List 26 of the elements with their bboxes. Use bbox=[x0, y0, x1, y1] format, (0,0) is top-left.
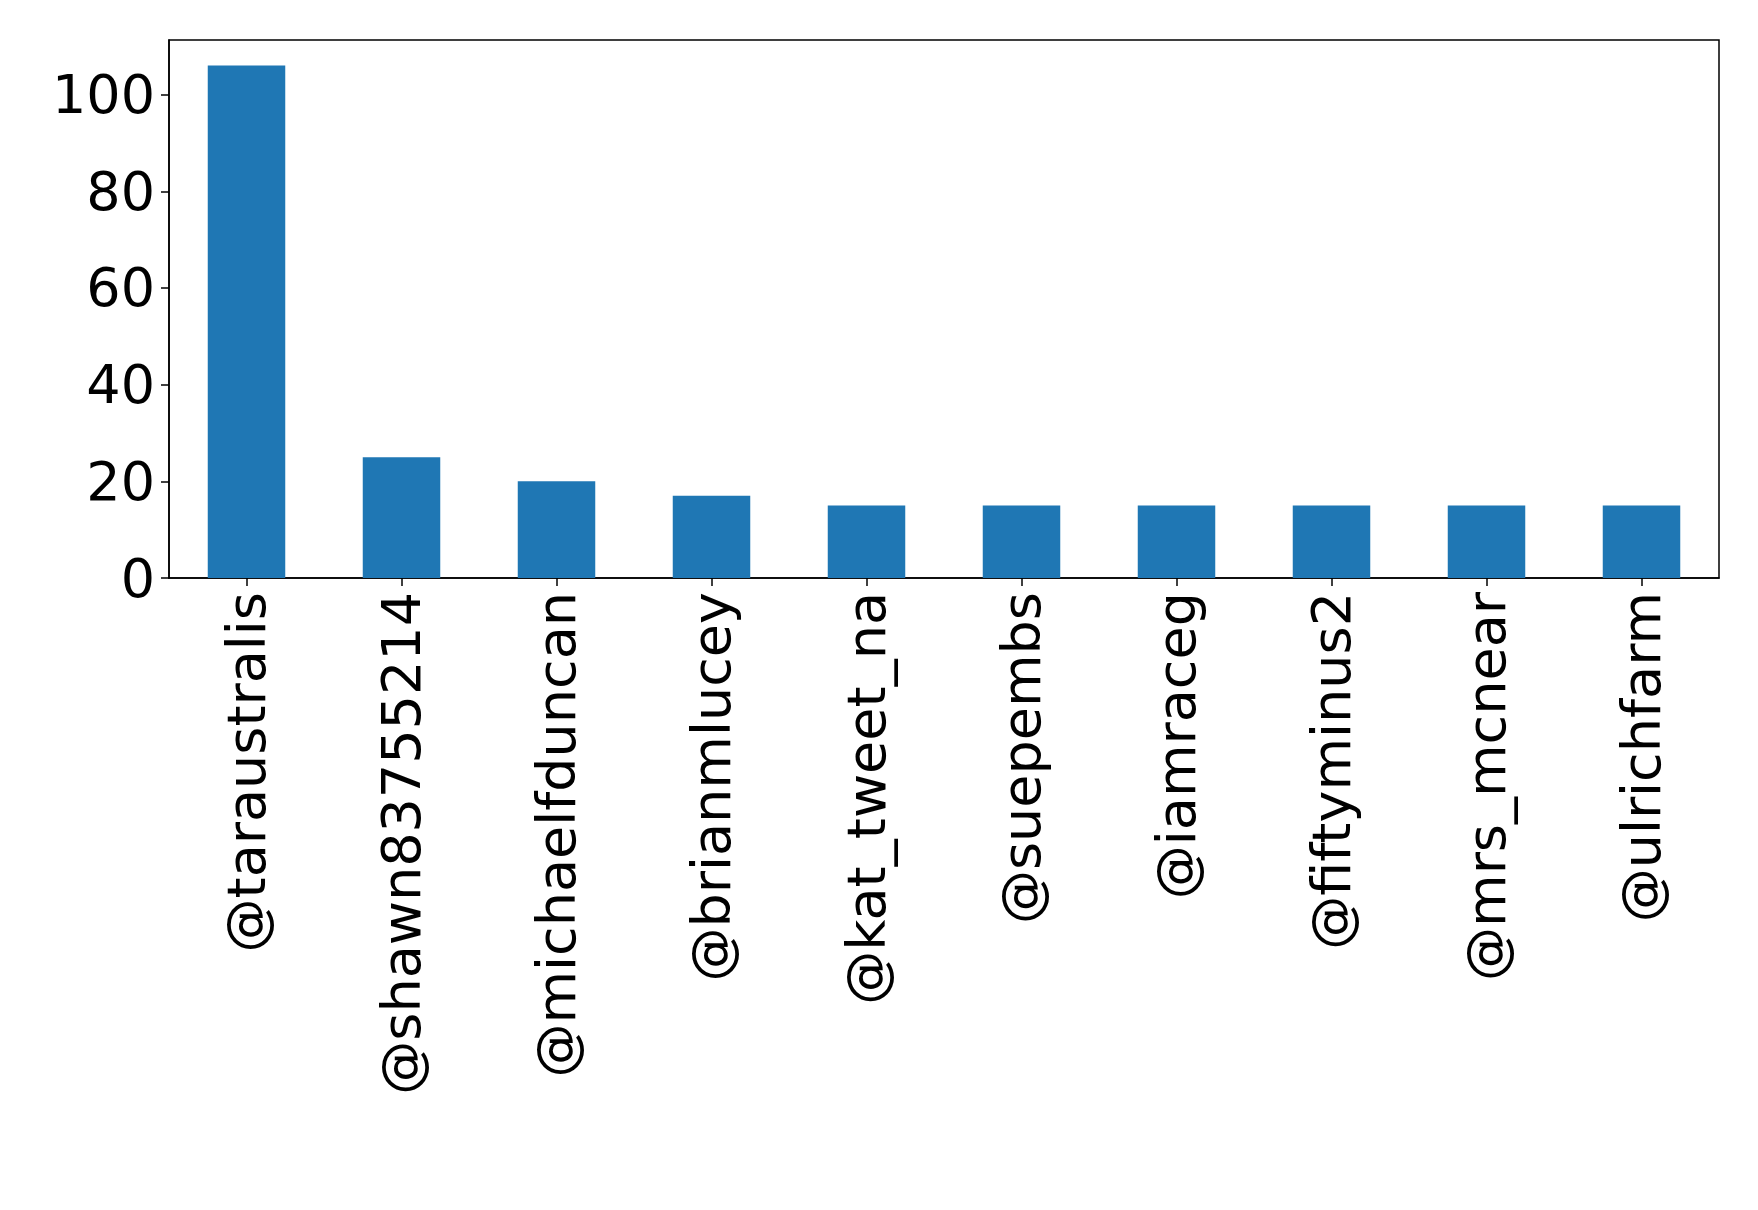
bar bbox=[1602, 505, 1681, 578]
x-tick-label: @suepembs bbox=[990, 592, 1053, 925]
bar bbox=[827, 505, 906, 578]
x-tick-label: @shawn83755214 bbox=[370, 592, 433, 1095]
bar bbox=[672, 495, 751, 578]
bar bbox=[982, 505, 1061, 578]
y-tick-label: 80 bbox=[86, 159, 155, 223]
y-tick-label: 60 bbox=[86, 256, 155, 320]
x-tick-label: @fiftyminus2 bbox=[1300, 592, 1363, 950]
bar bbox=[207, 65, 286, 578]
x-tick-label: @ulrichfarm bbox=[1610, 592, 1673, 923]
bar bbox=[362, 457, 441, 578]
bar bbox=[1137, 505, 1216, 578]
y-tick-label: 100 bbox=[51, 63, 155, 127]
x-tick-label: @brianmlucey bbox=[680, 592, 743, 982]
y-tick-label: 0 bbox=[120, 546, 155, 610]
bar bbox=[1292, 505, 1371, 578]
x-tick-label: @iamraceg bbox=[1145, 592, 1208, 900]
x-tick-label: @kat_tweet_na bbox=[835, 592, 898, 1005]
y-tick-label: 20 bbox=[86, 449, 155, 513]
bar bbox=[1447, 505, 1526, 578]
x-tick-label: @michaelfduncan bbox=[525, 592, 588, 1078]
bar bbox=[517, 481, 596, 578]
x-tick-label: @mrs_mcnear bbox=[1455, 591, 1518, 981]
y-tick-label: 40 bbox=[86, 353, 155, 417]
x-tick-label: @taraustralis bbox=[215, 592, 278, 953]
